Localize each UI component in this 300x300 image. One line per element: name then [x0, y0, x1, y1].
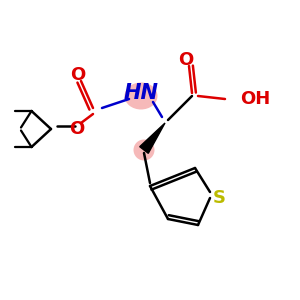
Ellipse shape [134, 140, 154, 160]
Text: S: S [212, 189, 226, 207]
Text: O: O [178, 51, 194, 69]
Text: HN: HN [124, 83, 158, 103]
Text: O: O [69, 120, 84, 138]
Text: OH: OH [240, 90, 270, 108]
Polygon shape [140, 123, 165, 153]
Text: O: O [70, 66, 86, 84]
Ellipse shape [124, 82, 158, 109]
